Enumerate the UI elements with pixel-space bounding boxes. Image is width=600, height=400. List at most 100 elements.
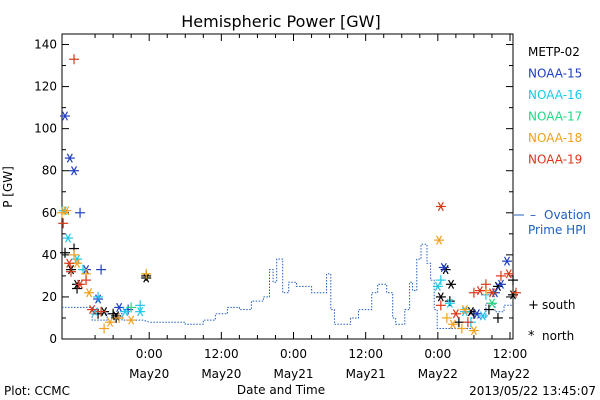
marker-stroke bbox=[448, 279, 455, 289]
noaa-18-south-point bbox=[441, 312, 452, 323]
noaa-15-north-point bbox=[60, 111, 71, 121]
marker-stroke bbox=[77, 279, 84, 289]
metp-02-south-point bbox=[444, 296, 455, 307]
marker-stroke bbox=[436, 235, 443, 245]
marker-stroke bbox=[74, 254, 81, 264]
marker-legend: + south * north bbox=[528, 298, 576, 344]
x-tick-label-date: May22 bbox=[490, 367, 530, 381]
marker-stroke bbox=[452, 309, 459, 319]
marker-stroke bbox=[488, 298, 495, 308]
y-axis: 0 20 40 60 80 100 120 140 bbox=[34, 38, 513, 346]
noaa-16-north-point bbox=[459, 307, 470, 317]
ovation-legend-dash: – bbox=[530, 208, 536, 222]
noaa-19-south-point bbox=[66, 266, 77, 277]
x-tick-label-time: 12:00 bbox=[348, 347, 383, 361]
plot-source: Plot: CCMC bbox=[4, 384, 70, 398]
data-markers bbox=[57, 54, 522, 336]
marker-stroke bbox=[461, 304, 468, 315]
marker-stroke bbox=[122, 307, 129, 317]
noaa-19-north-point bbox=[450, 309, 461, 319]
marker-stroke bbox=[473, 309, 480, 319]
ovation-legend-label-1: Ovation bbox=[544, 208, 591, 222]
y-tick-label-80: 80 bbox=[42, 164, 57, 178]
metp-02-south-point bbox=[492, 312, 503, 323]
marker-stroke bbox=[63, 206, 70, 216]
y-tick-label-100: 100 bbox=[34, 122, 57, 136]
marker-stroke bbox=[503, 256, 511, 266]
marker-stroke bbox=[476, 286, 483, 296]
noaa-15-north-point bbox=[495, 279, 506, 289]
noaa-19-south-point bbox=[96, 306, 107, 317]
marker-stroke bbox=[66, 258, 73, 268]
chart-title: Hemispheric Power [GW] bbox=[181, 12, 380, 31]
marker-stroke bbox=[437, 292, 444, 302]
noaa-16-south-point bbox=[135, 300, 146, 311]
ovation-legend: – Ovation Prime HPI bbox=[514, 208, 591, 237]
noaa-18-north-point bbox=[468, 325, 479, 336]
marker-stroke bbox=[509, 290, 517, 300]
noaa-19-south-point bbox=[495, 270, 506, 281]
metp-02-south-point bbox=[453, 317, 464, 328]
marker-stroke bbox=[116, 302, 123, 313]
marker-stroke bbox=[71, 166, 78, 176]
legend-entry-noaa-18: NOAA-18 bbox=[528, 131, 582, 145]
marker-stroke bbox=[505, 269, 512, 279]
noaa-18-south-point bbox=[99, 323, 110, 334]
marker-stroke bbox=[61, 111, 69, 121]
noaa-19-south-point bbox=[511, 287, 522, 298]
noaa-16-north-point bbox=[477, 311, 488, 321]
noaa-16-south-point bbox=[435, 275, 446, 286]
marker-stroke bbox=[128, 315, 135, 325]
noaa-19-south-point bbox=[435, 300, 446, 311]
noaa-16-north-point bbox=[444, 298, 455, 308]
marker-stroke bbox=[107, 317, 114, 327]
x-tick-label-date: May21 bbox=[273, 367, 313, 381]
noaa-16-north-point bbox=[63, 233, 74, 243]
noaa-15-south-point bbox=[75, 207, 86, 218]
marker-stroke bbox=[74, 258, 81, 268]
legend-entry-metp-02: METP-02 bbox=[528, 45, 580, 59]
marker-stroke bbox=[89, 304, 96, 315]
metp-02-south-point bbox=[508, 275, 518, 286]
noaa-18-north-point bbox=[61, 206, 72, 216]
y-tick-label-0: 0 bbox=[49, 332, 57, 346]
noaa-19-north-point bbox=[486, 288, 497, 298]
legend-entry-noaa-15: NOAA-15 bbox=[528, 67, 582, 81]
metp-02-north-point bbox=[446, 279, 457, 289]
marker-stroke bbox=[440, 262, 447, 273]
x-axis-label: Date and Time bbox=[237, 383, 325, 397]
noaa-17-north-point bbox=[486, 298, 497, 308]
marker-stroke bbox=[434, 281, 441, 292]
noaa-16-south-point bbox=[93, 291, 104, 302]
x-tick-label-date: May21 bbox=[346, 367, 386, 381]
marker-legend-label-north: north bbox=[542, 329, 574, 343]
noaa-18-north-point bbox=[459, 304, 470, 315]
noaa-19-south-point bbox=[58, 218, 69, 229]
plot-frame bbox=[61, 33, 514, 340]
x-tick-label-date: May20 bbox=[129, 367, 169, 381]
marker-legend-symbol-north: * bbox=[528, 329, 535, 344]
noaa-18-north-point bbox=[447, 319, 458, 329]
legend: METP-02 NOAA-15 NOAA-16 NOAA-17 NOAA-18 NOAA-… bbox=[528, 45, 582, 167]
metp-02-south-point bbox=[60, 247, 71, 258]
noaa-18-south-point bbox=[114, 312, 125, 323]
marker-stroke bbox=[86, 288, 93, 298]
noaa-15-north-point bbox=[64, 153, 75, 163]
y-tick-label-140: 140 bbox=[34, 38, 57, 52]
noaa-18-north-point bbox=[434, 235, 445, 245]
noaa-18-south-point bbox=[141, 268, 152, 279]
ovation-hpi-line bbox=[62, 243, 513, 329]
marker-stroke bbox=[92, 307, 99, 317]
noaa-19-south-point bbox=[480, 279, 491, 290]
noaa-19-north-point bbox=[64, 258, 75, 268]
marker-stroke bbox=[437, 201, 444, 212]
x-tick-label-time: 0:00 bbox=[424, 347, 451, 361]
ovation-line bbox=[62, 243, 513, 329]
ovation-legend-label-2: Prime HPI bbox=[528, 223, 586, 237]
marker-stroke bbox=[66, 153, 73, 163]
x-axis: 0:00 May20 12:00 May20 0:00 May21 12:00 May21 0:… bbox=[94, 34, 530, 381]
marker-stroke bbox=[64, 233, 72, 243]
noaa-15-north-point bbox=[438, 262, 449, 273]
y-tick-label-120: 120 bbox=[34, 80, 57, 94]
noaa-18-south-point bbox=[69, 249, 80, 260]
